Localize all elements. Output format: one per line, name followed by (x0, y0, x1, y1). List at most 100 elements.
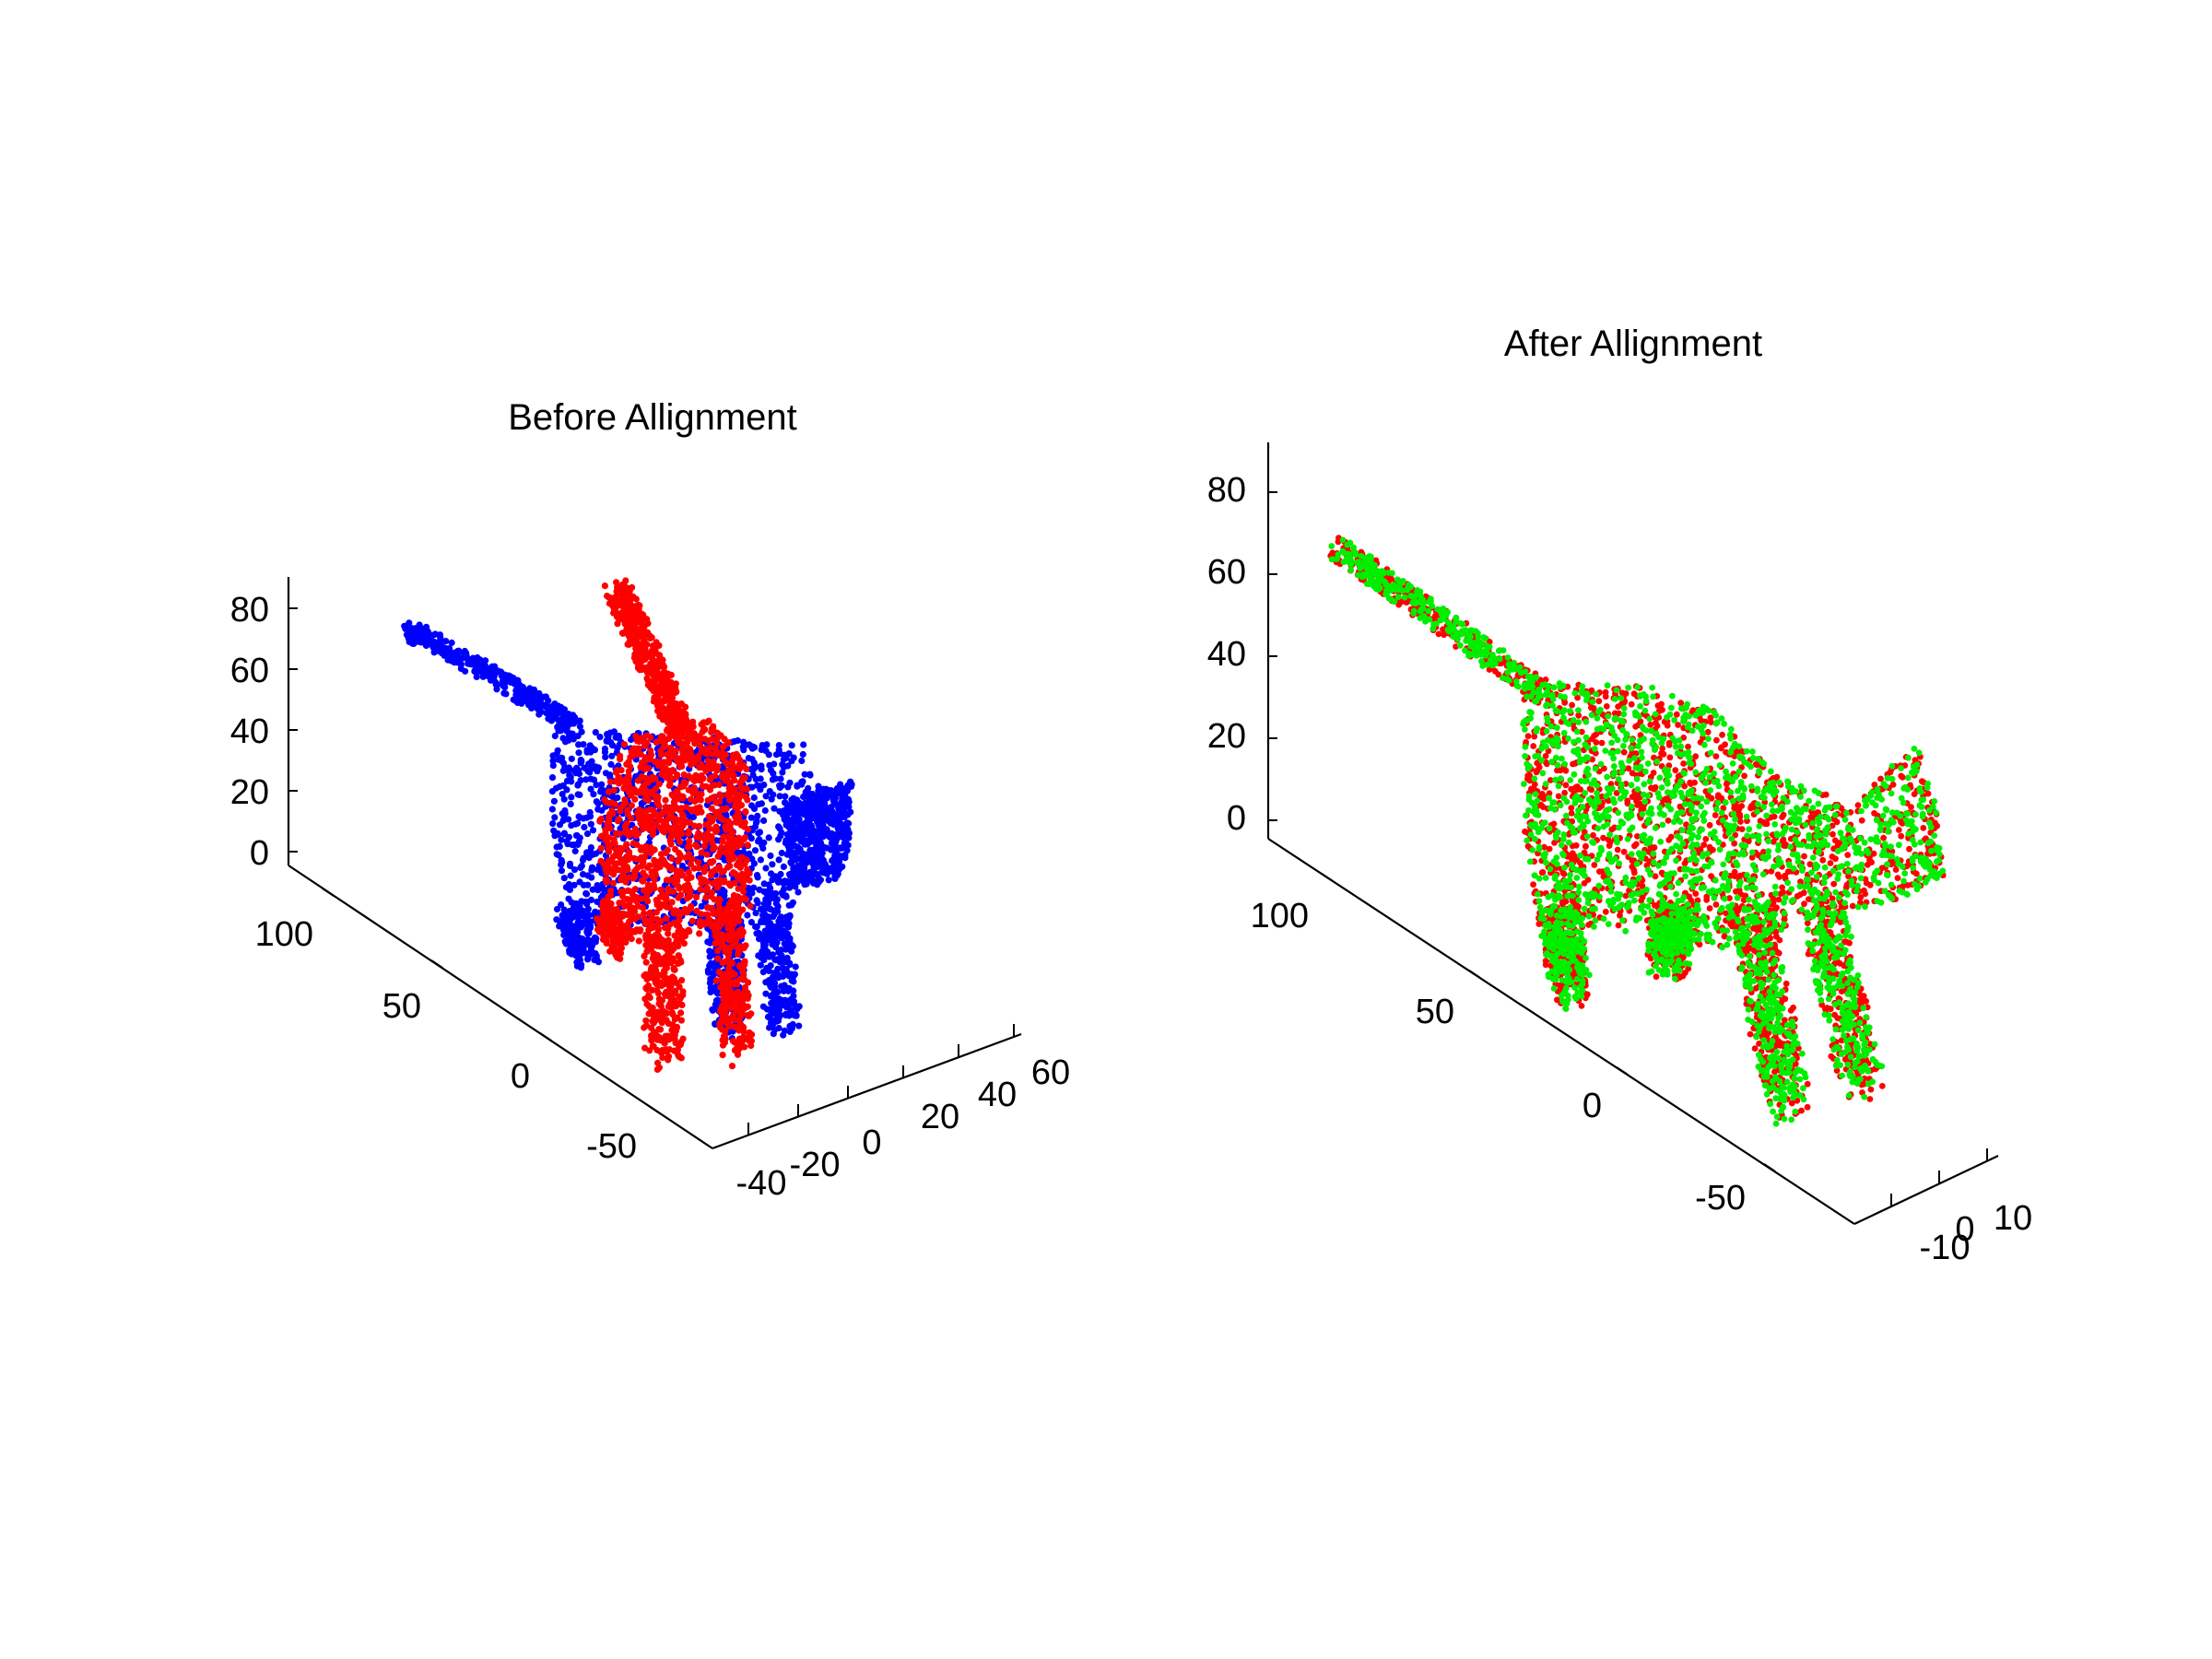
point-source (496, 668, 503, 676)
point-target (653, 795, 662, 803)
point-source (549, 820, 557, 828)
point-target (733, 861, 741, 869)
point-source (697, 853, 705, 861)
point-target (626, 851, 633, 858)
point-target (724, 970, 731, 977)
point-source (833, 816, 841, 823)
point-source (758, 746, 765, 754)
point-source (800, 793, 807, 801)
point-source (793, 849, 801, 856)
point-target (610, 924, 618, 932)
point-target (663, 1046, 670, 1053)
point-target (597, 832, 606, 840)
point-target (628, 792, 635, 799)
point-source (784, 816, 793, 823)
point-source (799, 750, 806, 759)
depth-tick-label: 0 (511, 1057, 530, 1096)
point-source (566, 771, 573, 779)
point-source (767, 906, 774, 913)
depth-axis-line (288, 865, 713, 1149)
point-target (639, 877, 647, 885)
point-target (608, 806, 616, 815)
point-target (746, 1029, 753, 1036)
point-source (752, 819, 760, 827)
point-source (767, 852, 774, 860)
point-target (701, 735, 709, 743)
point-target (630, 745, 639, 752)
point-source (584, 956, 592, 963)
point-source (771, 894, 778, 902)
point-source (561, 718, 570, 725)
point-source (775, 1024, 782, 1032)
point-target (686, 893, 693, 900)
point-target (676, 885, 683, 892)
point-source (587, 748, 594, 756)
point-target (740, 962, 747, 970)
point-source (572, 832, 581, 840)
point-source (826, 791, 833, 798)
point-source (746, 741, 753, 748)
point-target (606, 834, 613, 841)
point-source (775, 836, 782, 843)
point-target (703, 885, 712, 892)
point-target (698, 748, 705, 756)
point-target (606, 911, 613, 919)
point-target (624, 887, 632, 895)
point-source (760, 817, 768, 825)
point-source (606, 771, 614, 779)
point-target (663, 821, 670, 830)
point-source (782, 946, 790, 953)
point-source (576, 960, 583, 968)
point-target (718, 943, 725, 950)
point-source (574, 791, 582, 798)
point-target (593, 915, 601, 923)
point-source (581, 823, 588, 831)
point-target (633, 855, 641, 864)
point-target (623, 841, 630, 848)
point-source (792, 880, 799, 888)
point-target (672, 734, 679, 741)
point-target (664, 711, 672, 718)
point-target (728, 832, 735, 840)
point-target (606, 892, 613, 900)
point-target (657, 886, 665, 893)
point-target (702, 782, 710, 790)
point-source (785, 935, 793, 943)
z-tick-label: 40 (230, 712, 269, 751)
point-source (816, 878, 823, 886)
point-source (586, 813, 594, 820)
point-target (606, 814, 613, 821)
point-source (815, 863, 823, 870)
point-source (795, 1022, 803, 1030)
point-target (724, 771, 732, 779)
point-target (662, 796, 669, 804)
point-target (606, 778, 615, 785)
point-source (765, 834, 772, 841)
point-target (693, 843, 700, 851)
point-source (805, 784, 812, 793)
point-source (781, 982, 788, 989)
point-target (654, 1059, 662, 1066)
point-source (815, 782, 822, 790)
point-target (683, 928, 691, 935)
depth-tick-label: 100 (255, 915, 313, 954)
point-source (758, 917, 765, 924)
point-source (777, 870, 784, 878)
point-source (761, 929, 769, 937)
point-target (733, 750, 740, 759)
point-target (679, 1035, 687, 1042)
point-source (788, 742, 795, 749)
point-target (738, 870, 746, 877)
point-target (646, 683, 653, 690)
point-source (759, 841, 766, 849)
point-target (724, 864, 732, 871)
point-target (710, 727, 717, 735)
point-source (762, 793, 770, 800)
point-target (695, 859, 702, 866)
point-source (592, 763, 599, 771)
point-source (744, 912, 751, 919)
point-source (480, 662, 488, 669)
point-target (660, 759, 668, 766)
point-target (670, 945, 677, 952)
